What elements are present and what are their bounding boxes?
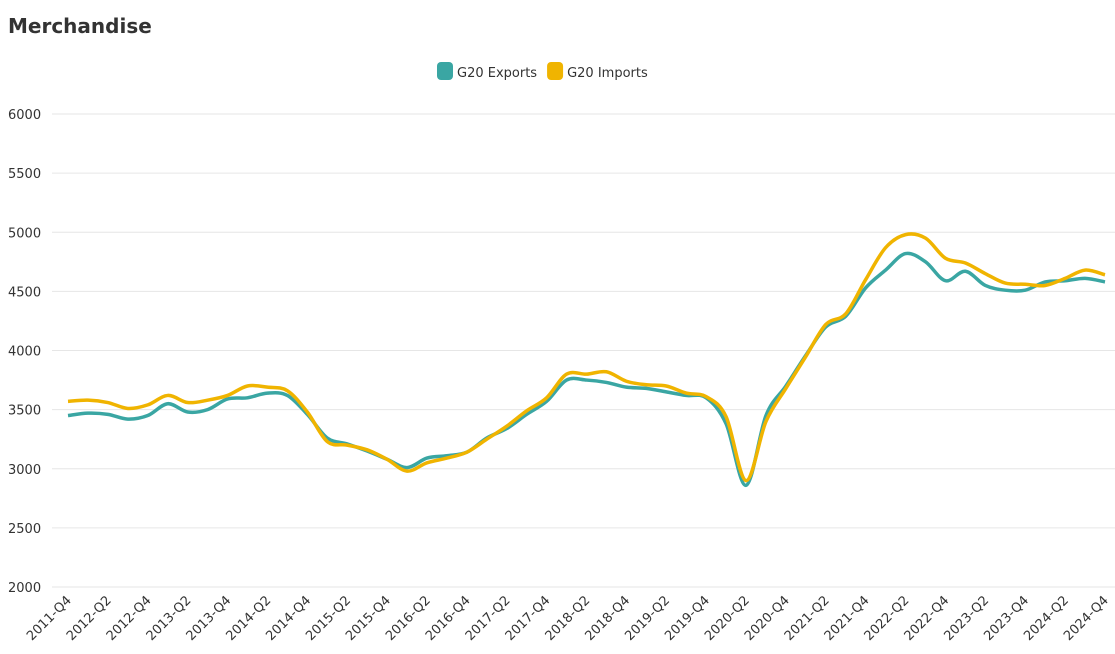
legend-label: G20 Exports [457, 66, 537, 81]
y-tick-label: 2500 [8, 522, 41, 537]
y-tick-label: 4000 [8, 345, 41, 360]
series-line [67, 232, 1106, 483]
y-tick-label: 5500 [8, 167, 41, 182]
legend-swatch [437, 62, 453, 80]
y-tick-label: 6000 [8, 108, 41, 123]
y-tick-label: 3500 [8, 404, 41, 419]
chart-title: Merchandise [8, 14, 152, 38]
series-line [67, 251, 1106, 488]
y-tick-label: 3000 [8, 463, 41, 478]
legend-label: G20 Imports [567, 66, 648, 81]
y-tick-label: 2000 [8, 581, 41, 596]
y-tick-label: 5000 [8, 226, 41, 241]
y-tick-label: 4500 [8, 285, 41, 300]
legend-swatch [547, 62, 564, 80]
